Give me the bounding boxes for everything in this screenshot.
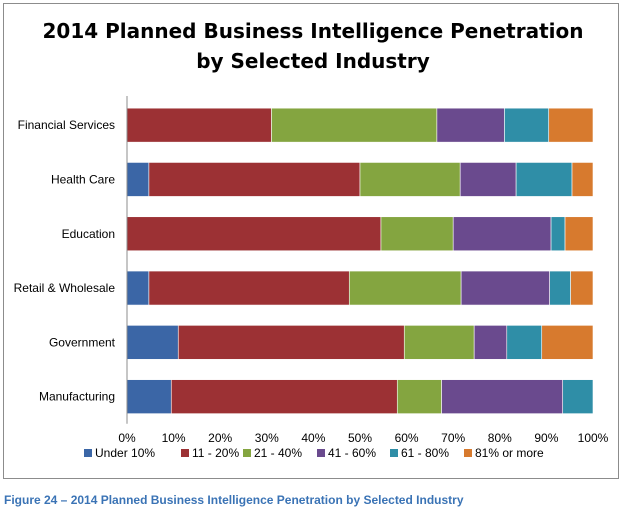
legend-label-81-or-more: 81% or more: [475, 446, 544, 460]
category-label-health-care: Health Care: [51, 172, 115, 186]
chart-frame: 2014 Planned Business Intelligence Penet…: [3, 3, 619, 479]
bar-financial-services-11-20: [126, 107, 272, 143]
bar-health-care-21-40: [359, 162, 461, 197]
bar-government-41-60: [473, 325, 508, 360]
legend-swatch-11-20: [181, 449, 189, 457]
legend-label-21-40: 21 - 40%: [254, 446, 302, 460]
bar-health-care-under-10: [126, 162, 150, 197]
x-tick-label: 50%: [348, 431, 372, 445]
category-label-retail-wholesale: Retail & Wholesale: [14, 281, 116, 295]
chart-title-line-2: by Selected Industry: [196, 49, 430, 73]
bar-health-care-41-60: [459, 162, 517, 197]
bar-government-61-80: [506, 325, 543, 360]
x-axis-ticks: 0% 10% 20% 30% 40% 50% 60% 70% 80% 90% 100%: [118, 431, 608, 445]
category-label-education: Education: [62, 227, 115, 241]
bar-education-11-20: [126, 216, 382, 252]
category-label-manufacturing: Manufacturing: [39, 390, 115, 404]
category-label-government: Government: [49, 335, 116, 349]
legend: Under 10% 11 - 20% 21 - 40% 41 - 60% 61 - 80…: [84, 446, 544, 460]
bar-financial-services-41-60: [436, 107, 505, 143]
category-labels: Financial Services Health Care Education Re…: [14, 118, 116, 404]
bar-retail-wholesale-81-or-more: [570, 270, 594, 306]
bar-government-81-or-more: [541, 325, 594, 360]
legend-swatch-41-60: [317, 449, 325, 457]
x-tick-label: 20%: [208, 431, 232, 445]
x-tick-label: 10%: [162, 431, 186, 445]
bar-health-care-61-80: [515, 162, 573, 197]
bar-government-under-10: [126, 325, 179, 360]
legend-label-41-60: 41 - 60%: [328, 446, 376, 460]
category-label-financial-services: Financial Services: [18, 118, 115, 132]
bar-education-61-80: [550, 216, 566, 252]
x-tick-label: 100%: [578, 431, 609, 445]
bar-retail-wholesale-61-80: [549, 270, 571, 306]
chart-svg: 2014 Planned Business Intelligence Penet…: [14, 19, 609, 460]
legend-swatch-21-40: [243, 449, 251, 457]
bar-financial-services-61-80: [504, 107, 550, 143]
x-tick-label: 90%: [534, 431, 558, 445]
legend-label-under-10: Under 10%: [95, 446, 155, 460]
x-tick-label: 60%: [395, 431, 419, 445]
legend-swatch-61-80: [390, 449, 398, 457]
bar-government-21-40: [403, 325, 475, 360]
bar-manufacturing-under-10: [126, 379, 172, 414]
bar-retail-wholesale-11-20: [148, 270, 350, 306]
bar-government-11-20: [177, 325, 405, 360]
legend-label-11-20: 11 - 20%: [192, 446, 239, 460]
bar-manufacturing-61-80: [562, 379, 594, 414]
x-tick-label: 30%: [255, 431, 279, 445]
x-tick-label: 80%: [488, 431, 512, 445]
bar-education-81-or-more: [564, 216, 594, 252]
chart-title-line-1: 2014 Planned Business Intelligence Penet…: [43, 19, 584, 43]
x-tick-label: 40%: [301, 431, 325, 445]
legend-swatch-81-or-more: [464, 449, 472, 457]
bar-education-41-60: [452, 216, 552, 252]
legend-swatch-under-10: [84, 449, 92, 457]
bars-layer: [126, 96, 594, 424]
bar-manufacturing-11-20: [170, 379, 398, 414]
bar-health-care-81-or-more: [571, 162, 594, 197]
x-tick-label: 0%: [118, 431, 136, 445]
bar-retail-wholesale-21-40: [348, 270, 462, 306]
bar-manufacturing-41-60: [441, 379, 564, 414]
figure-caption: Figure 24 – 2014 Planned Business Intell…: [4, 493, 464, 507]
bar-education-21-40: [380, 216, 454, 252]
x-tick-label: 70%: [441, 431, 465, 445]
legend-label-61-80: 61 - 80%: [401, 446, 449, 460]
bar-health-care-11-20: [148, 162, 361, 197]
bar-retail-wholesale-41-60: [460, 270, 550, 306]
bar-retail-wholesale-under-10: [126, 270, 150, 306]
bar-financial-services-21-40: [271, 107, 438, 143]
bar-financial-services-81-or-more: [548, 107, 594, 143]
bar-manufacturing-21-40: [396, 379, 442, 414]
